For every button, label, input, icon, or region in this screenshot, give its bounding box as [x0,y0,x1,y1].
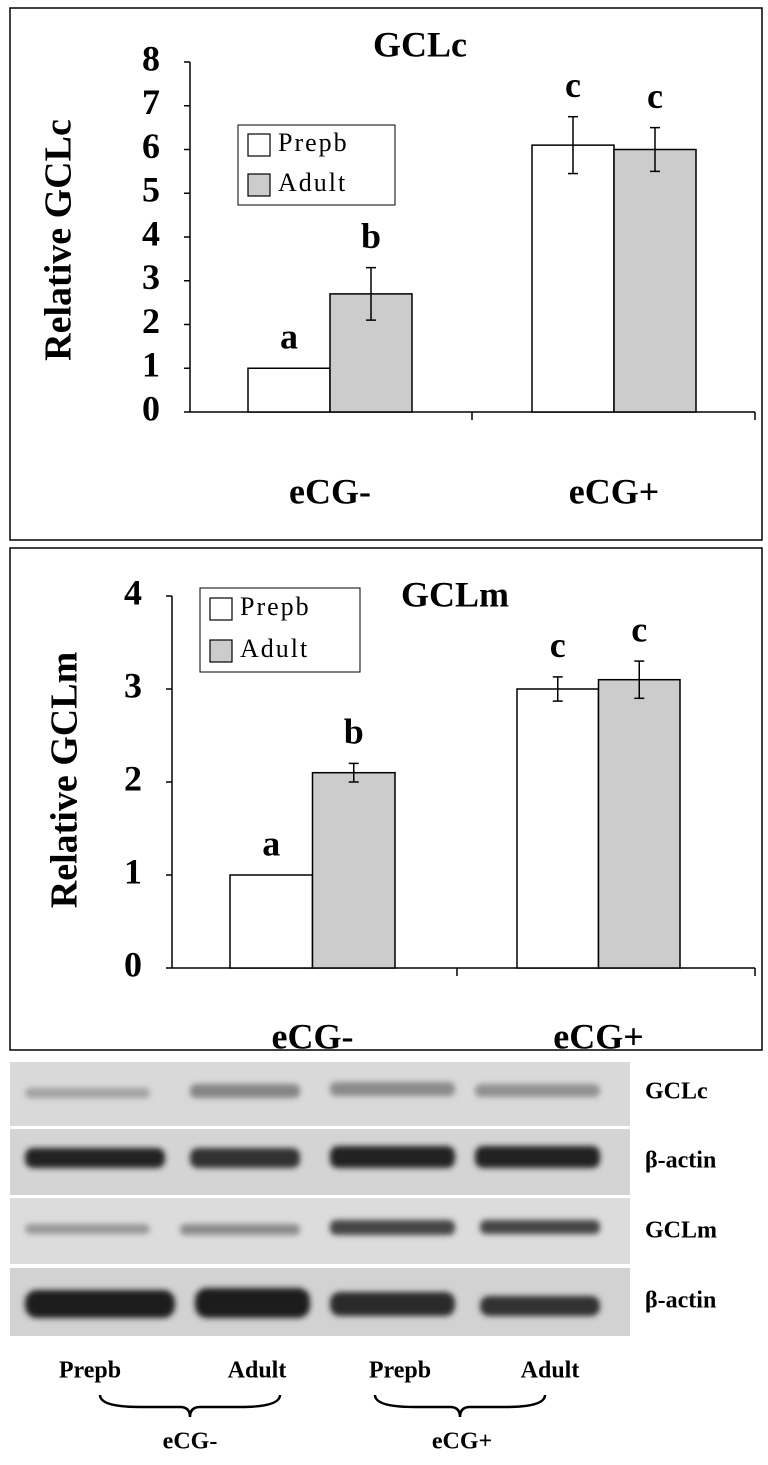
y-tick-label: 7 [142,82,160,122]
band [25,1148,165,1168]
band [330,1146,455,1168]
significance-label: a [280,317,298,357]
band-label: β-actin [645,1148,716,1174]
bar [311,771,396,969]
y-tick-label: 4 [142,213,160,253]
y-tick-label: 5 [142,170,160,210]
band-label: β-actin [645,1288,716,1314]
band [330,1082,455,1096]
y-tick-label: 8 [142,38,160,78]
y-tick-label: 3 [142,257,160,297]
brace [98,1394,282,1418]
band [330,1292,455,1316]
y-tick-label: 1 [142,345,160,385]
legend-swatch [209,639,233,663]
legend-swatch [247,133,271,157]
legend-label: Adult [278,168,347,197]
significance-label: c [565,65,581,105]
band [25,1290,175,1318]
panel-frame [9,547,763,1051]
y-tick-label: 1 [124,851,142,891]
band-label: GCLm [645,1218,717,1244]
y-axis-label: Relative GCLm [44,652,86,908]
legend-label: Prepb [240,592,311,621]
y-tick-label: 6 [142,126,160,166]
bar [531,144,615,413]
lane-label: Prepb [59,1358,121,1384]
band [480,1220,600,1234]
y-axis-label: Relative GCLc [38,119,80,361]
blot: GCLc β-actin GCLm β-actin Prepb Adult Pr… [10,1062,717,1455]
significance-label: c [631,609,647,649]
bar [247,367,331,413]
panel-frame [9,7,763,541]
significance-label: b [344,712,364,752]
x-tick-label: eCG- [272,1016,354,1056]
significance-label: c [550,625,566,665]
band [25,1088,150,1098]
band-label: GCLc [645,1079,708,1105]
significance-label: c [647,76,663,116]
bar [613,148,697,413]
band [180,1224,300,1235]
y-tick-label: 0 [142,388,160,428]
lane-label: Prepb [369,1358,431,1384]
y-tick-label: 0 [124,944,142,984]
band [475,1146,600,1168]
significance-label: a [262,823,280,863]
legend-label: Adult [240,634,309,663]
x-tick-label: eCG+ [569,471,660,511]
y-tick-label: 2 [124,758,142,798]
band [195,1288,310,1318]
x-tick-label: eCG+ [553,1016,644,1056]
legend-swatch [247,173,271,197]
bar [597,678,681,969]
band [330,1220,455,1235]
bar [229,874,314,969]
y-tick-label: 3 [124,665,142,705]
band [190,1084,300,1098]
group-label: eCG- [163,1429,218,1455]
legend-label: Prepb [278,128,349,157]
brace [373,1394,547,1418]
lane-label: Adult [228,1358,287,1384]
band [480,1296,600,1316]
band [475,1084,600,1097]
x-tick-label: eCG- [289,471,371,511]
legend-swatch [209,597,233,621]
band [25,1224,150,1234]
group-label: eCG+ [432,1429,492,1455]
bar [516,688,600,969]
band [190,1148,300,1168]
y-tick-label: 4 [124,572,142,612]
significance-label: b [361,216,381,256]
chart-title: GCLc [373,24,467,64]
lane-label: Adult [521,1358,580,1384]
y-tick-label: 2 [142,301,160,341]
chart-title: GCLm [401,574,509,614]
